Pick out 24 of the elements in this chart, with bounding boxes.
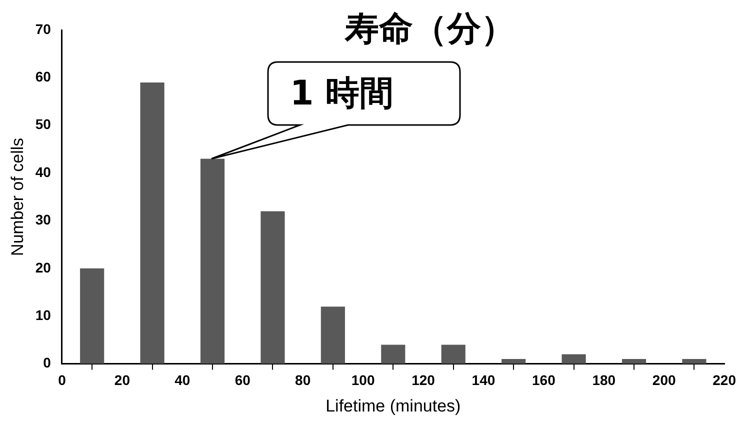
x-tick-label: 100 — [351, 372, 375, 388]
y-tick-label: 20 — [35, 259, 52, 276]
x-axis-title: Lifetime (minutes) — [326, 396, 461, 416]
y-axis-title: Number of cells — [8, 138, 27, 256]
chart-title: 寿命（分） — [344, 9, 515, 49]
x-tick-label: 140 — [472, 372, 496, 388]
y-tick-label: 50 — [35, 116, 52, 132]
x-tick-label: 60 — [234, 372, 251, 388]
x-tick-label: 160 — [532, 372, 556, 388]
x-tick-label: 120 — [412, 372, 436, 388]
y-tick-label: 10 — [35, 306, 52, 323]
y-tick-label: 40 — [35, 164, 52, 180]
x-tick-label: 180 — [592, 372, 616, 388]
y-tick-label: 60 — [35, 68, 52, 85]
x-tick-label: 220 — [712, 372, 736, 388]
y-tick-label: 30 — [35, 212, 52, 228]
annotation: 1 時間 — [290, 73, 394, 114]
x-tick-label: 0 — [58, 372, 66, 388]
y-tick-label: 0 — [43, 354, 52, 371]
x-tick-label: 80 — [295, 372, 311, 388]
x-tick-label: 20 — [114, 372, 130, 388]
x-tick-label: 40 — [174, 372, 190, 388]
y-tick-label: 70 — [35, 20, 52, 37]
x-tick-label: 200 — [652, 372, 676, 388]
